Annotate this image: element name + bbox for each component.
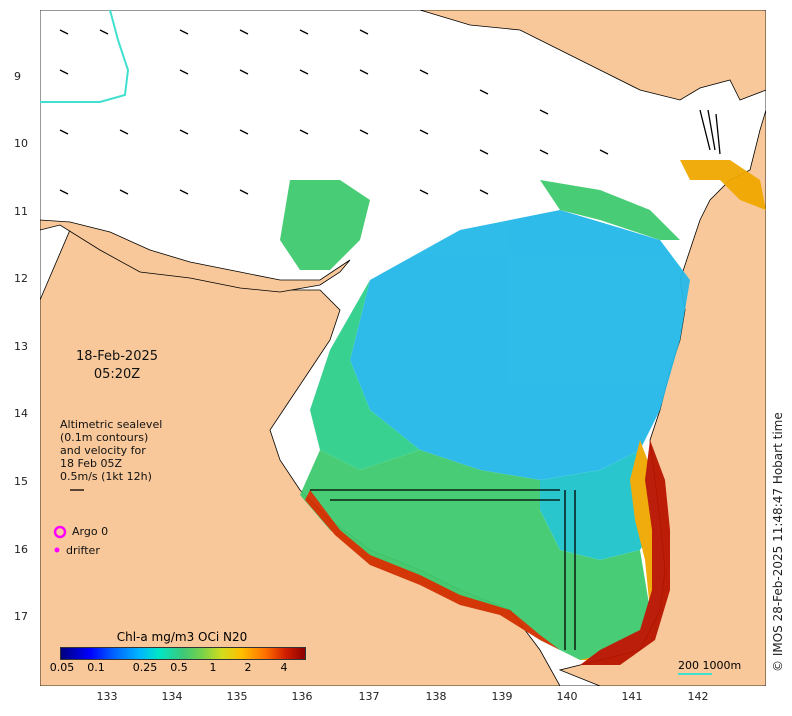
colorbar-tick: 4 [280,661,288,674]
velocity-legend: Altimetric sealevel (0.1m contours) and … [60,418,162,483]
y-tick-15: 15 [14,475,28,488]
argo-label: Argo 0 [72,525,109,538]
chlorophyll-layer [280,160,766,665]
x-tick-135: 135 [226,690,248,703]
y-tick-17: 17 [14,610,28,623]
colorbar-tick: 0.1 [87,661,105,674]
x-tick-141: 141 [621,690,643,703]
map-canvas [40,10,766,686]
depth-scale-label: 200 1000m [678,659,742,672]
colorbar-tick: 1 [209,661,217,674]
map-frame [40,10,766,686]
legend-line: Altimetric sealevel [60,418,163,431]
colorbar-tick: 2 [244,661,252,674]
y-tick-11: 11 [14,205,28,218]
depth-scale-bar [678,673,712,675]
y-tick-14: 14 [14,407,28,420]
colorbar [60,647,306,660]
x-tick-140: 140 [556,690,578,703]
x-tick-142: 142 [687,690,709,703]
y-tick-16: 16 [14,543,28,556]
legend-line: 0.5m/s (1kt 12h) [60,470,152,483]
colorbar-tick: 0.05 [49,661,75,674]
velocity-vectors [59,29,721,650]
time-text: 05:20Z [93,367,141,382]
x-tick-133: 133 [96,690,118,703]
y-tick-13: 13 [14,340,28,353]
drifter-marker [54,547,60,553]
legend-line: 18 Feb 05Z [60,457,122,470]
drifter-label: drifter [66,544,100,557]
x-tick-139: 139 [491,690,513,703]
x-tick-137: 137 [358,690,380,703]
colorbar-tick: 0.25 [132,661,158,674]
x-tick-138: 138 [425,690,447,703]
land-top-right [419,10,766,101]
date-text: 18-Feb-2025 [75,349,159,364]
land-upper-left [40,219,351,293]
credit-text: © IMOS 28-Feb-2025 11:48:47 Hobart time [771,412,785,672]
argo-marker [53,525,67,539]
legend-line: (0.1m contours) [60,431,149,444]
y-tick-10: 10 [14,137,28,150]
colorbar-title: Chl-a mg/m3 OCi N20 [116,630,248,644]
colorbar-tick: 0.5 [170,661,188,674]
y-tick-9: 9 [14,70,21,83]
x-tick-136: 136 [291,690,313,703]
legend-line: and velocity for [60,444,146,457]
date-time-label: 18-Feb-2025 05:20Z [62,348,172,384]
x-tick-134: 134 [161,690,183,703]
depth-contour [40,10,130,103]
y-tick-12: 12 [14,272,28,285]
